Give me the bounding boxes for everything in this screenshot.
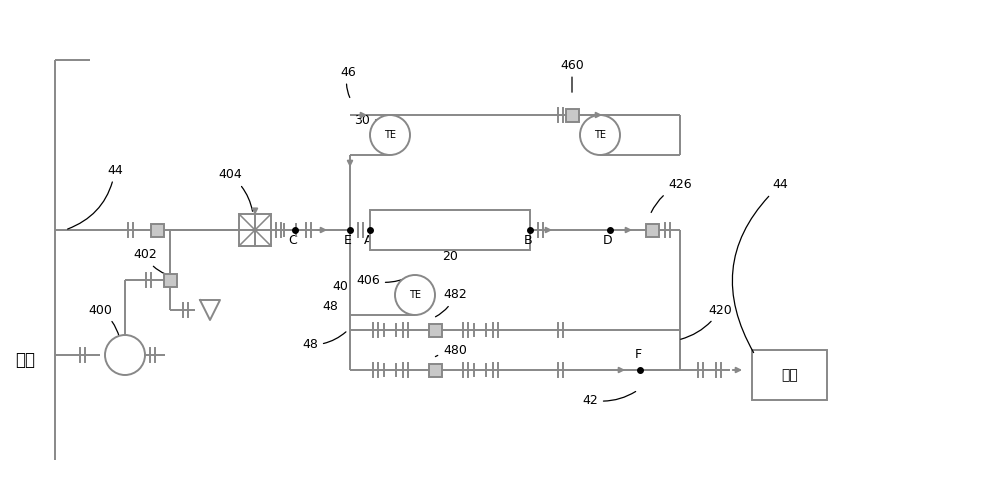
Bar (752, 350, 827, 400)
Text: 426: 426 (651, 179, 692, 213)
Bar (164, 274, 176, 286)
Circle shape (395, 275, 435, 315)
Text: B: B (524, 234, 532, 247)
Text: 48: 48 (322, 300, 338, 313)
Circle shape (370, 115, 410, 155)
Text: D: D (603, 234, 613, 247)
Text: 42: 42 (582, 391, 636, 407)
Text: 406: 406 (356, 274, 411, 286)
Bar (370, 210, 530, 250)
Text: E: E (344, 234, 352, 247)
Text: 402: 402 (133, 249, 165, 274)
Bar (239, 214, 271, 246)
Text: 420: 420 (681, 304, 732, 339)
Text: 400: 400 (88, 304, 119, 337)
Text: 480: 480 (435, 343, 467, 356)
Text: 44: 44 (68, 163, 123, 229)
Text: TE: TE (384, 130, 396, 140)
Text: 20: 20 (442, 250, 458, 263)
Text: A: A (364, 234, 372, 247)
Bar (646, 224, 658, 237)
Text: C: C (289, 234, 297, 247)
Bar (566, 109, 578, 122)
Bar (428, 364, 442, 376)
Text: 460: 460 (560, 58, 584, 92)
Text: TE: TE (409, 290, 421, 300)
Text: 48: 48 (302, 332, 346, 352)
Text: 482: 482 (435, 288, 467, 317)
Bar (428, 323, 442, 337)
Text: 44: 44 (732, 179, 788, 353)
Text: TE: TE (594, 130, 606, 140)
Polygon shape (200, 300, 220, 320)
Circle shape (580, 115, 620, 155)
Text: 404: 404 (218, 169, 253, 211)
Bar (150, 224, 164, 237)
Text: F: F (634, 348, 642, 361)
Text: 46: 46 (340, 66, 356, 98)
Text: 大海: 大海 (15, 351, 35, 369)
Circle shape (105, 335, 145, 375)
Text: 30: 30 (354, 114, 386, 126)
Text: 40: 40 (332, 280, 348, 293)
Text: 大海: 大海 (782, 368, 798, 382)
